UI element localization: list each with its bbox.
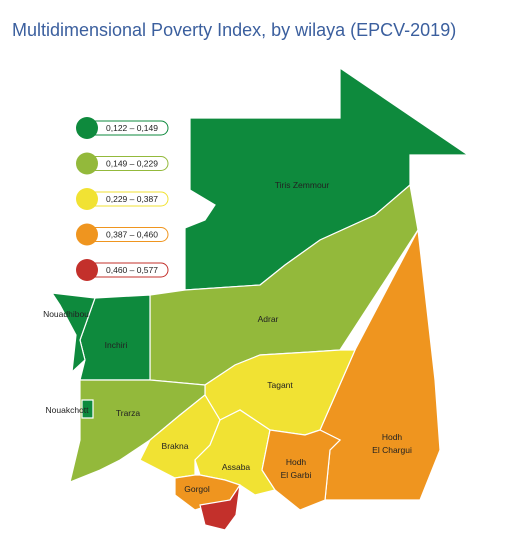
region-label: Adrar [258,314,279,324]
region-label: Assaba [222,462,251,472]
region [261,429,342,511]
legend-label: 0,460 – 0,577 [106,265,158,275]
legend-swatch [76,259,98,281]
region-label: Nouakchott [46,405,90,415]
region-label: Gorgol [184,484,210,494]
region-label: El Garbi [281,470,312,480]
region-label: Hodh [382,432,403,442]
legend-label: 0,229 – 0,387 [106,194,158,204]
map-title: Multidimensional Poverty Index, by wilay… [12,20,456,40]
region-label: El Chargui [372,445,412,455]
region [194,409,276,496]
legend-swatch [76,117,98,139]
region-label: Nouadhibou [43,309,89,319]
legend-swatch [76,152,98,175]
legend: 0,122 – 0,149 0,149 – 0,229 0,229 – 0,387 0… [76,117,169,281]
region-labels: Tiris Zemmour Adrar Hodh El Chargui Taga… [43,180,412,494]
region-label: Hodh [286,457,307,467]
region-label: Tagant [267,380,293,390]
region [50,292,96,374]
region-label: Trarza [116,408,141,418]
legend-swatch [76,188,98,210]
legend-label: 0,122 – 0,149 [106,123,158,133]
legend-label: 0,387 – 0,460 [106,230,158,240]
region-label: Tiris Zemmour [275,180,330,190]
region [199,484,241,531]
region-label: Inchiri [105,340,128,350]
region [81,399,94,419]
legend-label: 0,149 – 0,229 [106,159,158,169]
legend-swatch [76,223,98,246]
region-label: Brakna [162,441,189,451]
regions [50,66,470,531]
